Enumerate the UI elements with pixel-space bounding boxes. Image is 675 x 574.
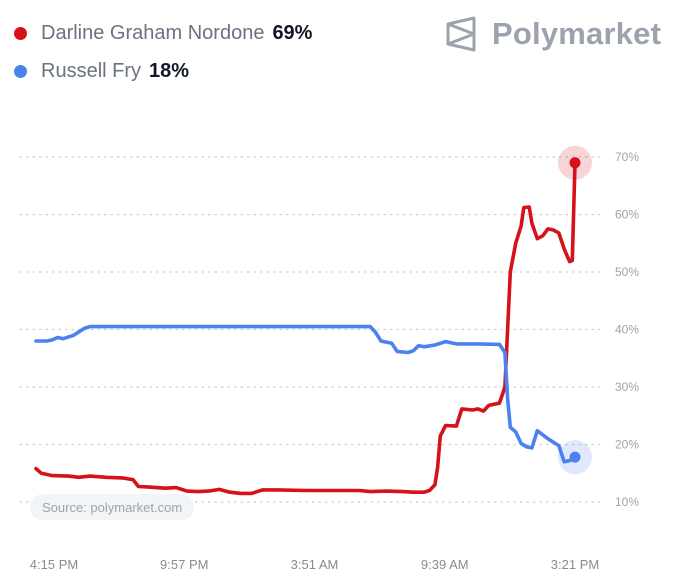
legend-label: Darline Graham Nordone [41,21,265,44]
series-lines [34,161,577,496]
series-end-point [569,451,581,463]
x-tick-label: 3:51 AM [291,557,339,572]
y-tick-label: 20% [615,438,639,452]
x-tick-label: 9:57 PM [160,557,208,572]
x-tick-label: 3:21 PM [551,557,599,572]
brand: Polymarket [444,16,661,52]
legend-dot-icon [14,26,27,40]
legend-value: 69% [272,21,313,44]
y-tick-label: 30% [615,380,639,394]
y-tick-label: 40% [615,323,639,337]
x-tick-label: 9:39 AM [421,557,469,572]
x-axis: 4:15 PM 9:57 PM 3:51 AM 9:39 AM 3:21 PM [30,557,599,572]
legend-dot-icon [14,64,27,78]
series-end-point [569,157,581,169]
series-endpoints [558,145,592,475]
y-tick-label: 60% [615,208,639,222]
y-axis: 10% 20% 30% 40% 50% 60% 70% [615,150,639,509]
legend-item-russell[interactable]: Russell Fry 18% [14,52,312,90]
brand-name: Polymarket [492,16,662,51]
polymarket-logo-icon [446,16,476,52]
source-note: Source: polymarket.com [30,494,195,520]
y-tick-label: 10% [615,495,639,509]
y-tick-label: 70% [615,150,639,164]
grid [19,156,601,503]
legend: Darline Graham Nordone 69% Russell Fry 1… [14,14,312,90]
y-tick-label: 50% [615,265,639,279]
legend-item-darline[interactable]: Darline Graham Nordone 69% [14,14,312,52]
series-line-1 [34,324,577,464]
series-line-0 [34,161,577,496]
legend-label: Russell Fry [41,59,142,82]
legend-value: 18% [149,59,190,82]
x-tick-label: 4:15 PM [30,557,78,572]
